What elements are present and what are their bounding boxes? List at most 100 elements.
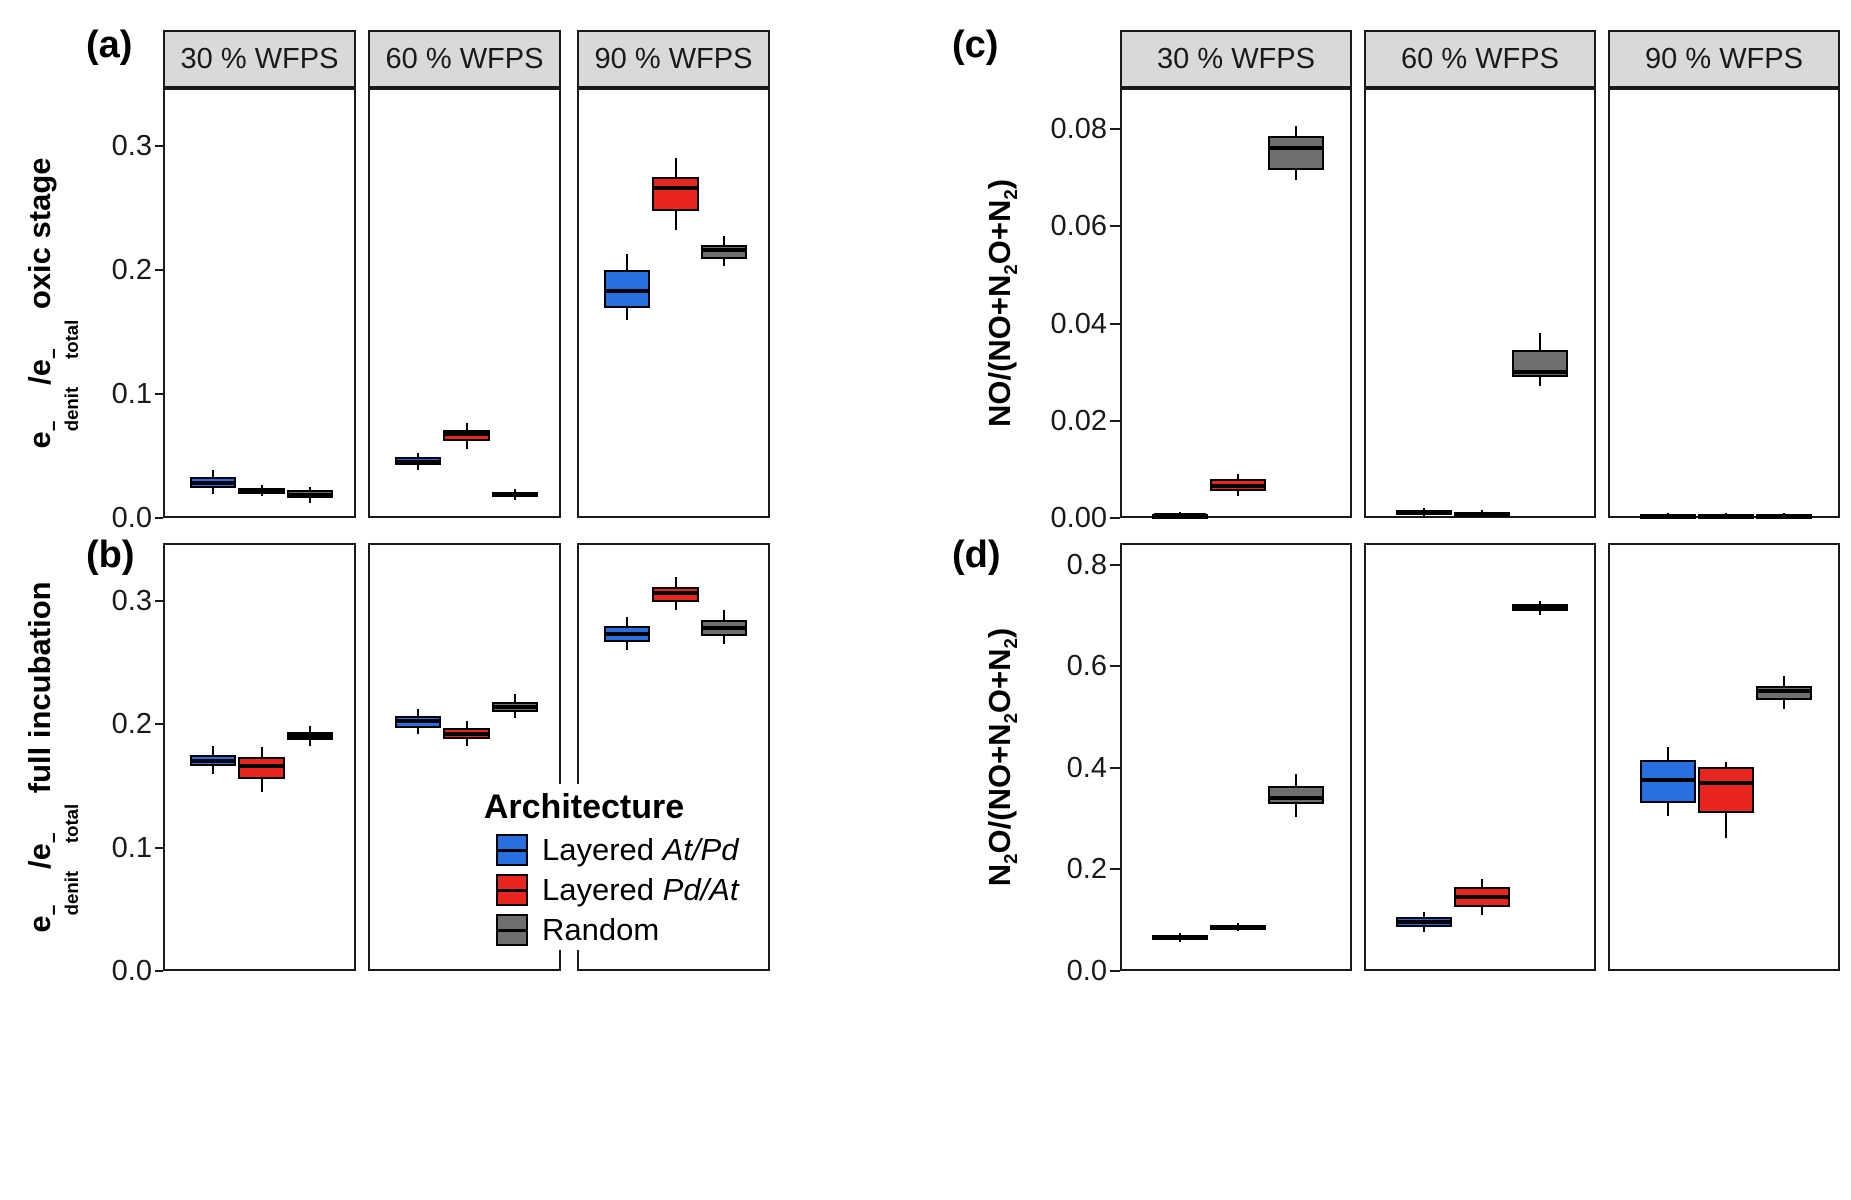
boxplot-median-line [1456, 894, 1508, 899]
boxplot-median-line [1700, 780, 1752, 785]
facet-strip: 60 % WFPS [368, 30, 561, 88]
y-tick-label: 0.1 [111, 378, 152, 411]
boxplot-median-line [702, 625, 745, 630]
y-tick-mark [1110, 868, 1120, 871]
boxplot-box [652, 176, 699, 212]
y-tick-label: 0.3 [111, 584, 152, 617]
boxplot-median-line [192, 758, 235, 763]
boxplot-median-line [493, 492, 536, 497]
y-tick-label: 0.2 [111, 708, 152, 741]
y-tick-label: 0.08 [1050, 113, 1107, 146]
facet-panel [577, 88, 770, 518]
y-tick-mark [1110, 766, 1120, 769]
boxplot-median-line [654, 185, 697, 190]
y-tick-label: 0.4 [1066, 751, 1107, 784]
boxplot-median-line [702, 247, 745, 252]
subscript: 2 [1000, 638, 1022, 649]
facet-panel [1120, 543, 1352, 971]
boxplot-median-line [654, 591, 697, 596]
y-tick-label: 0.2 [111, 254, 152, 287]
legend-key-swatch [496, 914, 528, 946]
y-tick-mark [1110, 563, 1120, 566]
panel-label-b: (b) [86, 534, 135, 576]
y-tick-label: 0.6 [1066, 650, 1107, 683]
boxplot-median-line [1398, 920, 1450, 925]
boxplot-median-line [1514, 605, 1566, 610]
legend-key-median-line [498, 848, 526, 852]
y-tick-mark [155, 517, 163, 519]
y-tick-mark [1110, 128, 1120, 131]
boxplot-median-line [1270, 795, 1322, 800]
boxplot-median-line [288, 734, 331, 739]
subscript: total [60, 319, 82, 359]
y-tick-mark [1110, 322, 1120, 325]
boxplot-median-line [1270, 146, 1322, 151]
boxplot-median-line [1398, 510, 1450, 515]
y-tick-label: 0.0 [1066, 955, 1107, 987]
subscript: 2 [1000, 189, 1022, 200]
boxplot-box [1268, 136, 1324, 171]
y-tick-label: 0.3 [111, 130, 152, 163]
y-tick-label: 0.1 [111, 831, 152, 864]
label-text: e [22, 915, 57, 933]
legend-key-swatch [496, 834, 528, 866]
y-tick-mark [155, 723, 163, 726]
y-tick-mark [1110, 419, 1120, 422]
legend-label-text: Random [542, 912, 660, 947]
legend-item-label: Random [542, 912, 659, 948]
boxplot-median-line [1758, 513, 1810, 518]
panel-label-c: (c) [952, 24, 999, 66]
facet-strip: 60 % WFPS [1364, 30, 1596, 88]
boxplot-median-line [1154, 513, 1206, 518]
y-tick-mark [155, 145, 163, 148]
legend-key-median-line [498, 888, 526, 892]
y-tick-mark [1110, 665, 1120, 668]
legend-key-median-line [498, 928, 526, 932]
subscript: 2 [1000, 713, 1022, 724]
label-text: ) [982, 627, 1017, 639]
label-text: oxic stage [22, 157, 57, 318]
legend-label-italic: Pd/At [662, 872, 739, 907]
superscript-subscript-stack: − total [43, 319, 82, 359]
boxplot-median-line [1642, 513, 1694, 518]
y-tick-mark [1110, 970, 1120, 972]
facet-panel [163, 88, 356, 518]
legend-item: Layered At/Pd [468, 830, 738, 870]
legend-label-italic: At/Pd [662, 832, 739, 867]
boxplot-median-line [1154, 935, 1206, 940]
facet-panel [163, 543, 356, 971]
boxplot-median-line [192, 480, 235, 485]
boxplot-median-line [493, 704, 536, 709]
boxplot-median-line [240, 488, 283, 493]
legend-key-swatch [496, 874, 528, 906]
y-tick-mark [155, 970, 163, 972]
boxplot-median-line [1212, 925, 1264, 930]
boxplot-box [1698, 767, 1754, 814]
facet-strip: 30 % WFPS [163, 30, 356, 88]
boxplot-median-line [1212, 483, 1264, 488]
boxplot-median-line [606, 288, 649, 293]
label-text: ) [982, 178, 1017, 190]
y-tick-label: 0.2 [1066, 853, 1107, 886]
y-tick-mark [155, 846, 163, 849]
legend-item: Random [468, 910, 700, 950]
boxplot-median-line [606, 631, 649, 636]
label-text: O/(NO+N [982, 723, 1017, 854]
boxplot-median-line [1642, 778, 1694, 783]
boxplot-median-line [1456, 511, 1508, 516]
superscript-subscript-stack: − denit [43, 871, 82, 915]
y-tick-mark [1110, 225, 1120, 228]
facet-strip: 30 % WFPS [1120, 30, 1352, 88]
facet-panel [1608, 543, 1840, 971]
facet-panel [1608, 88, 1840, 520]
subscript: 2 [1000, 264, 1022, 275]
y-tick-label: 0.0 [111, 955, 152, 987]
legend: Architecture Layered At/Pd Layered Pd/At Ra… [468, 784, 738, 950]
y-tick-label: 0.02 [1050, 404, 1107, 437]
y-tick-mark [155, 269, 163, 272]
facet-panel [1364, 88, 1596, 518]
legend-title: Architecture [483, 788, 685, 826]
legend-label-text: Layered [542, 832, 663, 867]
legend-item-label: Layered At/Pd [542, 832, 738, 868]
